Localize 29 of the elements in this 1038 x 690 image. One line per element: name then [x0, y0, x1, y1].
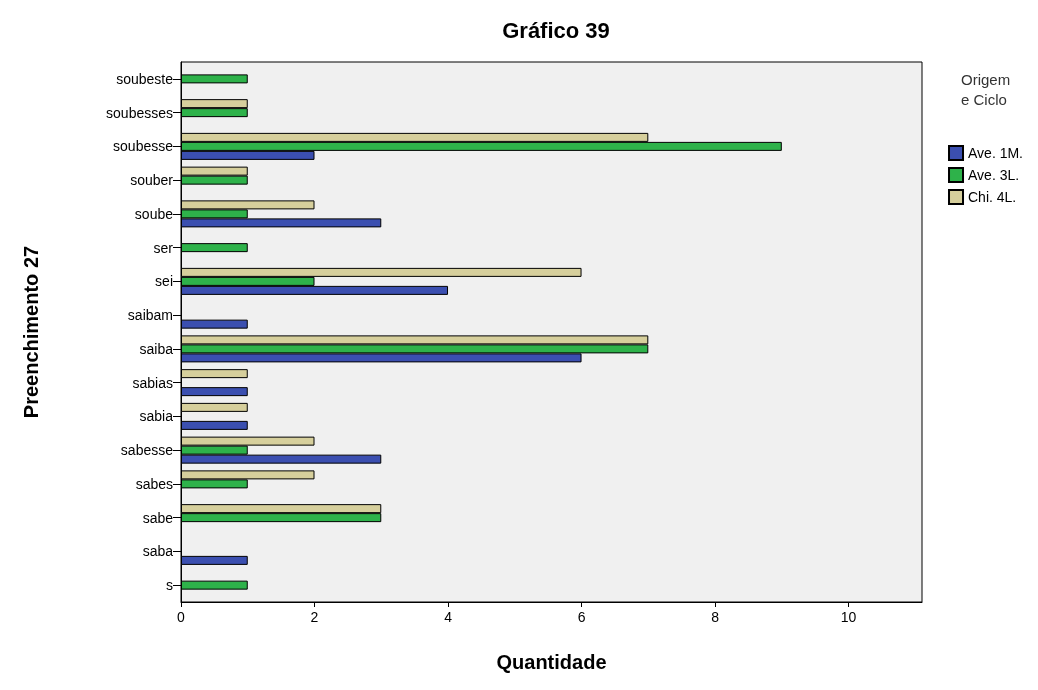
legend-title: Origem e Ciclo [961, 70, 1015, 108]
y-tick-label: soube [134, 205, 174, 222]
y-tick-label: sabia [139, 408, 174, 425]
legend-label: Ave. 3L. [968, 167, 1020, 183]
y-tick-label: sabesse [120, 442, 174, 459]
x-tick-label: 10 [840, 609, 857, 625]
x-axis-title: Quantidade [496, 651, 607, 673]
y-tick-label: ser [153, 239, 174, 256]
x-tick-label: 8 [711, 609, 720, 625]
x-tick-label: 0 [177, 609, 186, 625]
y-tick-label: soubeste [116, 70, 174, 87]
y-tick-label: saibam [127, 307, 173, 324]
chart-title: Gráfico 39 [502, 17, 610, 43]
legend-label: Ave. 1M. [968, 145, 1024, 161]
x-tick-label: 4 [444, 609, 453, 625]
y-tick-label: saiba [139, 340, 174, 357]
y-tick-label: sabes [135, 475, 173, 492]
y-tick-label: soubesse [113, 138, 174, 155]
y-tick-label: sabe [142, 509, 174, 526]
y-tick-label: s [166, 577, 173, 594]
legend-label: Chi. 4L. [968, 189, 1017, 205]
x-tick-label: 2 [310, 609, 319, 625]
y-tick-label: sei [155, 273, 173, 290]
x-tick-label: 6 [577, 609, 586, 625]
y-axis-title: Preenchimento 27 [20, 245, 42, 419]
y-tick-label: soubesses [106, 104, 173, 121]
y-tick-label: sabias [132, 374, 173, 391]
y-tick-label: souber [130, 172, 174, 189]
y-tick-label: saba [142, 543, 174, 560]
